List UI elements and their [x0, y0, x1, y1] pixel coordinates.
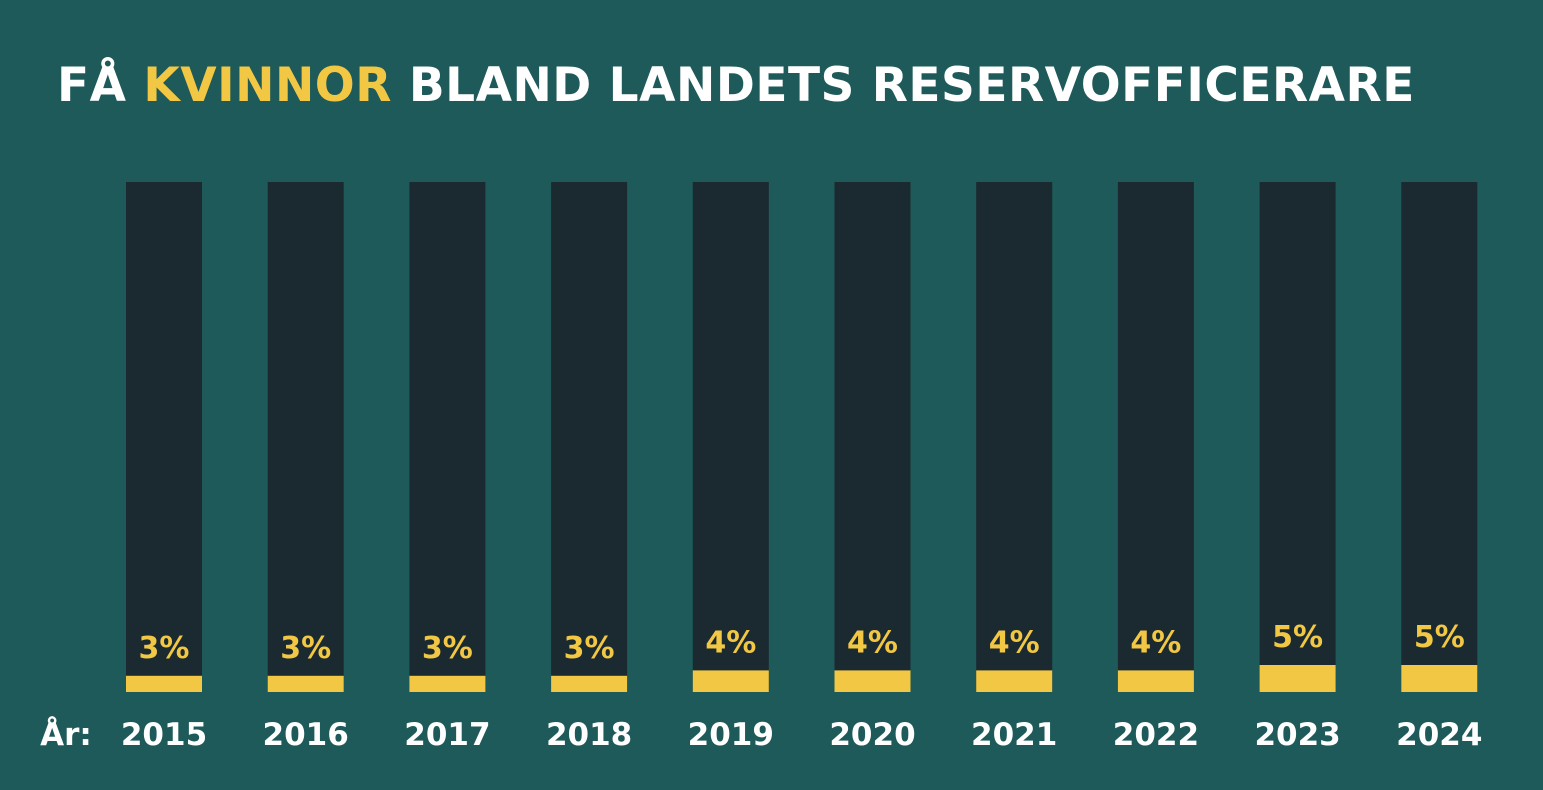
bar	[976, 670, 1053, 692]
bar	[551, 675, 628, 692]
bar-track	[126, 182, 202, 692]
value-label: 3%	[564, 631, 615, 666]
bar	[692, 670, 769, 692]
bar-track	[1117, 182, 1194, 692]
value-label: 5%	[1272, 620, 1323, 655]
bar-track	[551, 182, 628, 692]
bar	[409, 675, 486, 692]
bar-tracks	[126, 182, 1478, 692]
x-tick-label: 2023	[1254, 717, 1340, 753]
bar	[1401, 665, 1478, 692]
bar	[126, 675, 202, 692]
bar-track	[409, 182, 486, 692]
x-tick-label: 2021	[971, 717, 1057, 753]
bar-track	[267, 182, 344, 692]
value-label: 4%	[989, 625, 1040, 660]
x-tick-label: 2016	[263, 717, 349, 753]
bar-track	[692, 182, 769, 692]
x-tick-label: 2017	[404, 717, 490, 753]
bar	[1259, 665, 1336, 692]
bar-track	[1401, 182, 1478, 692]
value-label: 4%	[705, 625, 756, 660]
title-part-1: FÅ	[57, 58, 144, 113]
title-highlight: KVINNOR	[143, 58, 392, 113]
value-label: 5%	[1414, 620, 1465, 655]
x-tick-label: 2015	[121, 717, 207, 753]
value-label: 3%	[139, 631, 190, 666]
x-tick-label: 2020	[829, 717, 915, 753]
x-tick-label: 2018	[546, 717, 632, 753]
x-tick-labels: År: 2015 2016 2017 2018 2019 2020 2021 2022 2023…	[40, 716, 1482, 753]
bar-track	[1259, 182, 1336, 692]
value-labels: 3% 3% 3% 3% 4% 4% 4% 4% 5% 5%	[139, 620, 1465, 666]
x-axis-label: År:	[40, 716, 92, 753]
bar	[1117, 670, 1194, 692]
bar	[834, 670, 911, 692]
bar-track	[976, 182, 1053, 692]
bar	[267, 675, 344, 692]
chart-title: FÅ KVINNOR BLAND LANDETS RESERVOFFICERAR…	[57, 58, 1415, 113]
bar-track	[834, 182, 911, 692]
x-tick-label: 2019	[688, 717, 774, 753]
x-tick-label: 2022	[1113, 717, 1199, 753]
x-tick-label: 2024	[1396, 717, 1482, 753]
value-label: 4%	[1130, 625, 1181, 660]
title-part-2: BLAND LANDETS RESERVOFFICERARE	[391, 58, 1415, 113]
value-label: 3%	[280, 631, 331, 666]
bars	[126, 665, 1478, 692]
value-label: 3%	[422, 631, 473, 666]
value-label: 4%	[847, 625, 898, 660]
